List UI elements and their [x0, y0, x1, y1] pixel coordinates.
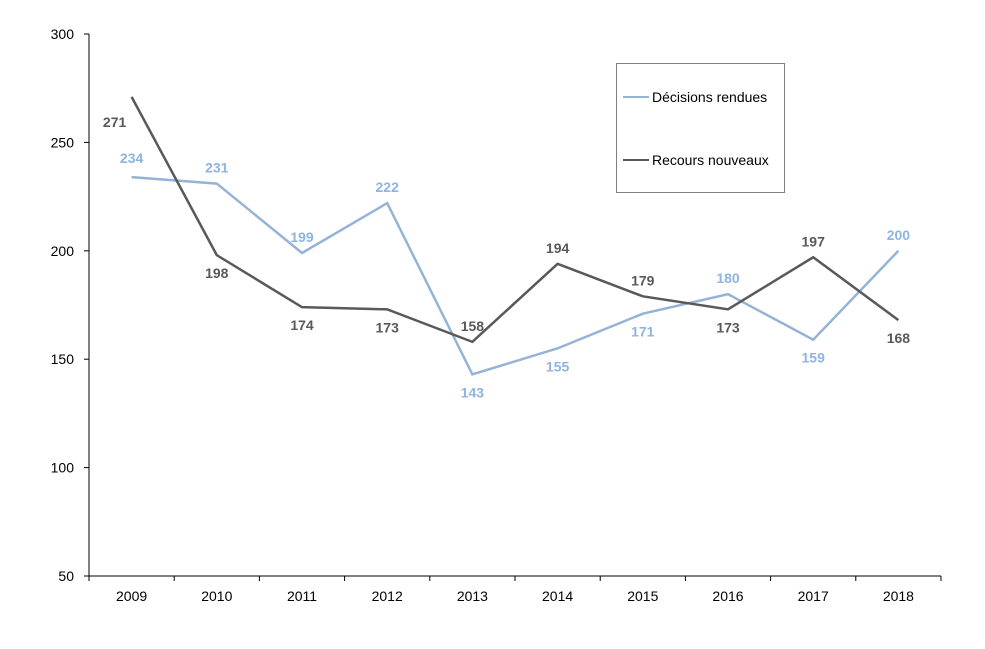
- x-axis-ticks: 2009 2010 2011 2012 2013 2014 2015 2016 2017 2018: [88, 576, 942, 604]
- y-axis-ticks: 50 100 150 200 250 300: [51, 26, 89, 584]
- x-tick-label: 2014: [542, 588, 573, 604]
- x-tick-label: 2013: [457, 588, 488, 604]
- x-tick-label: 2010: [201, 588, 232, 604]
- data-label: 159: [802, 350, 826, 366]
- x-tick-label: 2012: [372, 588, 403, 604]
- legend-label-recours: Recours nouveaux: [652, 152, 769, 168]
- chart-axes: [88, 34, 941, 577]
- data-label: 222: [376, 179, 400, 195]
- data-label: 158: [461, 318, 485, 334]
- data-label: 168: [887, 330, 911, 346]
- data-label: 194: [546, 240, 570, 256]
- data-label: 271: [103, 114, 127, 130]
- data-label: 143: [461, 384, 485, 400]
- y-tick-label: 200: [51, 243, 75, 259]
- chart-legend: Décisions rendues Recours nouveaux: [616, 63, 785, 193]
- legend-label-decisions: Décisions rendues: [652, 89, 768, 105]
- legend-swatch-decisions: [623, 96, 649, 98]
- y-tick-label: 100: [51, 460, 75, 476]
- series-lines: [130, 96, 900, 376]
- data-label: 197: [802, 233, 826, 249]
- data-label: 174: [290, 317, 314, 333]
- data-label: 200: [887, 227, 911, 243]
- y-tick-label: 150: [51, 351, 75, 367]
- x-tick-label: 2011: [287, 588, 317, 604]
- x-tick-label: 2018: [883, 588, 914, 604]
- data-label: 234: [120, 150, 144, 166]
- y-tick-label: 300: [51, 26, 75, 42]
- x-tick-label: 2015: [627, 588, 658, 604]
- data-label: 155: [546, 358, 570, 374]
- series-line-0: [131, 175, 900, 376]
- legend-item-decisions: Décisions rendues: [623, 88, 767, 106]
- data-label: 179: [631, 272, 655, 288]
- data-label: 171: [631, 324, 655, 340]
- data-label: 198: [205, 265, 229, 281]
- data-label: 173: [716, 319, 740, 335]
- x-tick-label: 2016: [712, 588, 743, 604]
- legend-item-recours: Recours nouveaux: [623, 151, 769, 169]
- data-labels: 234 231 199 222 143 155 171 180 159 200 271 198 174 1…: [103, 114, 910, 401]
- data-label: 180: [716, 270, 740, 286]
- data-label: 173: [376, 319, 400, 335]
- series-line-1: [130, 96, 900, 344]
- data-label: 199: [290, 229, 314, 245]
- y-tick-label: 250: [51, 134, 75, 150]
- data-label: 231: [205, 160, 229, 176]
- x-tick-label: 2009: [116, 588, 147, 604]
- y-tick-label: 50: [58, 568, 74, 584]
- legend-swatch-recours: [623, 159, 649, 161]
- x-tick-label: 2017: [798, 588, 829, 604]
